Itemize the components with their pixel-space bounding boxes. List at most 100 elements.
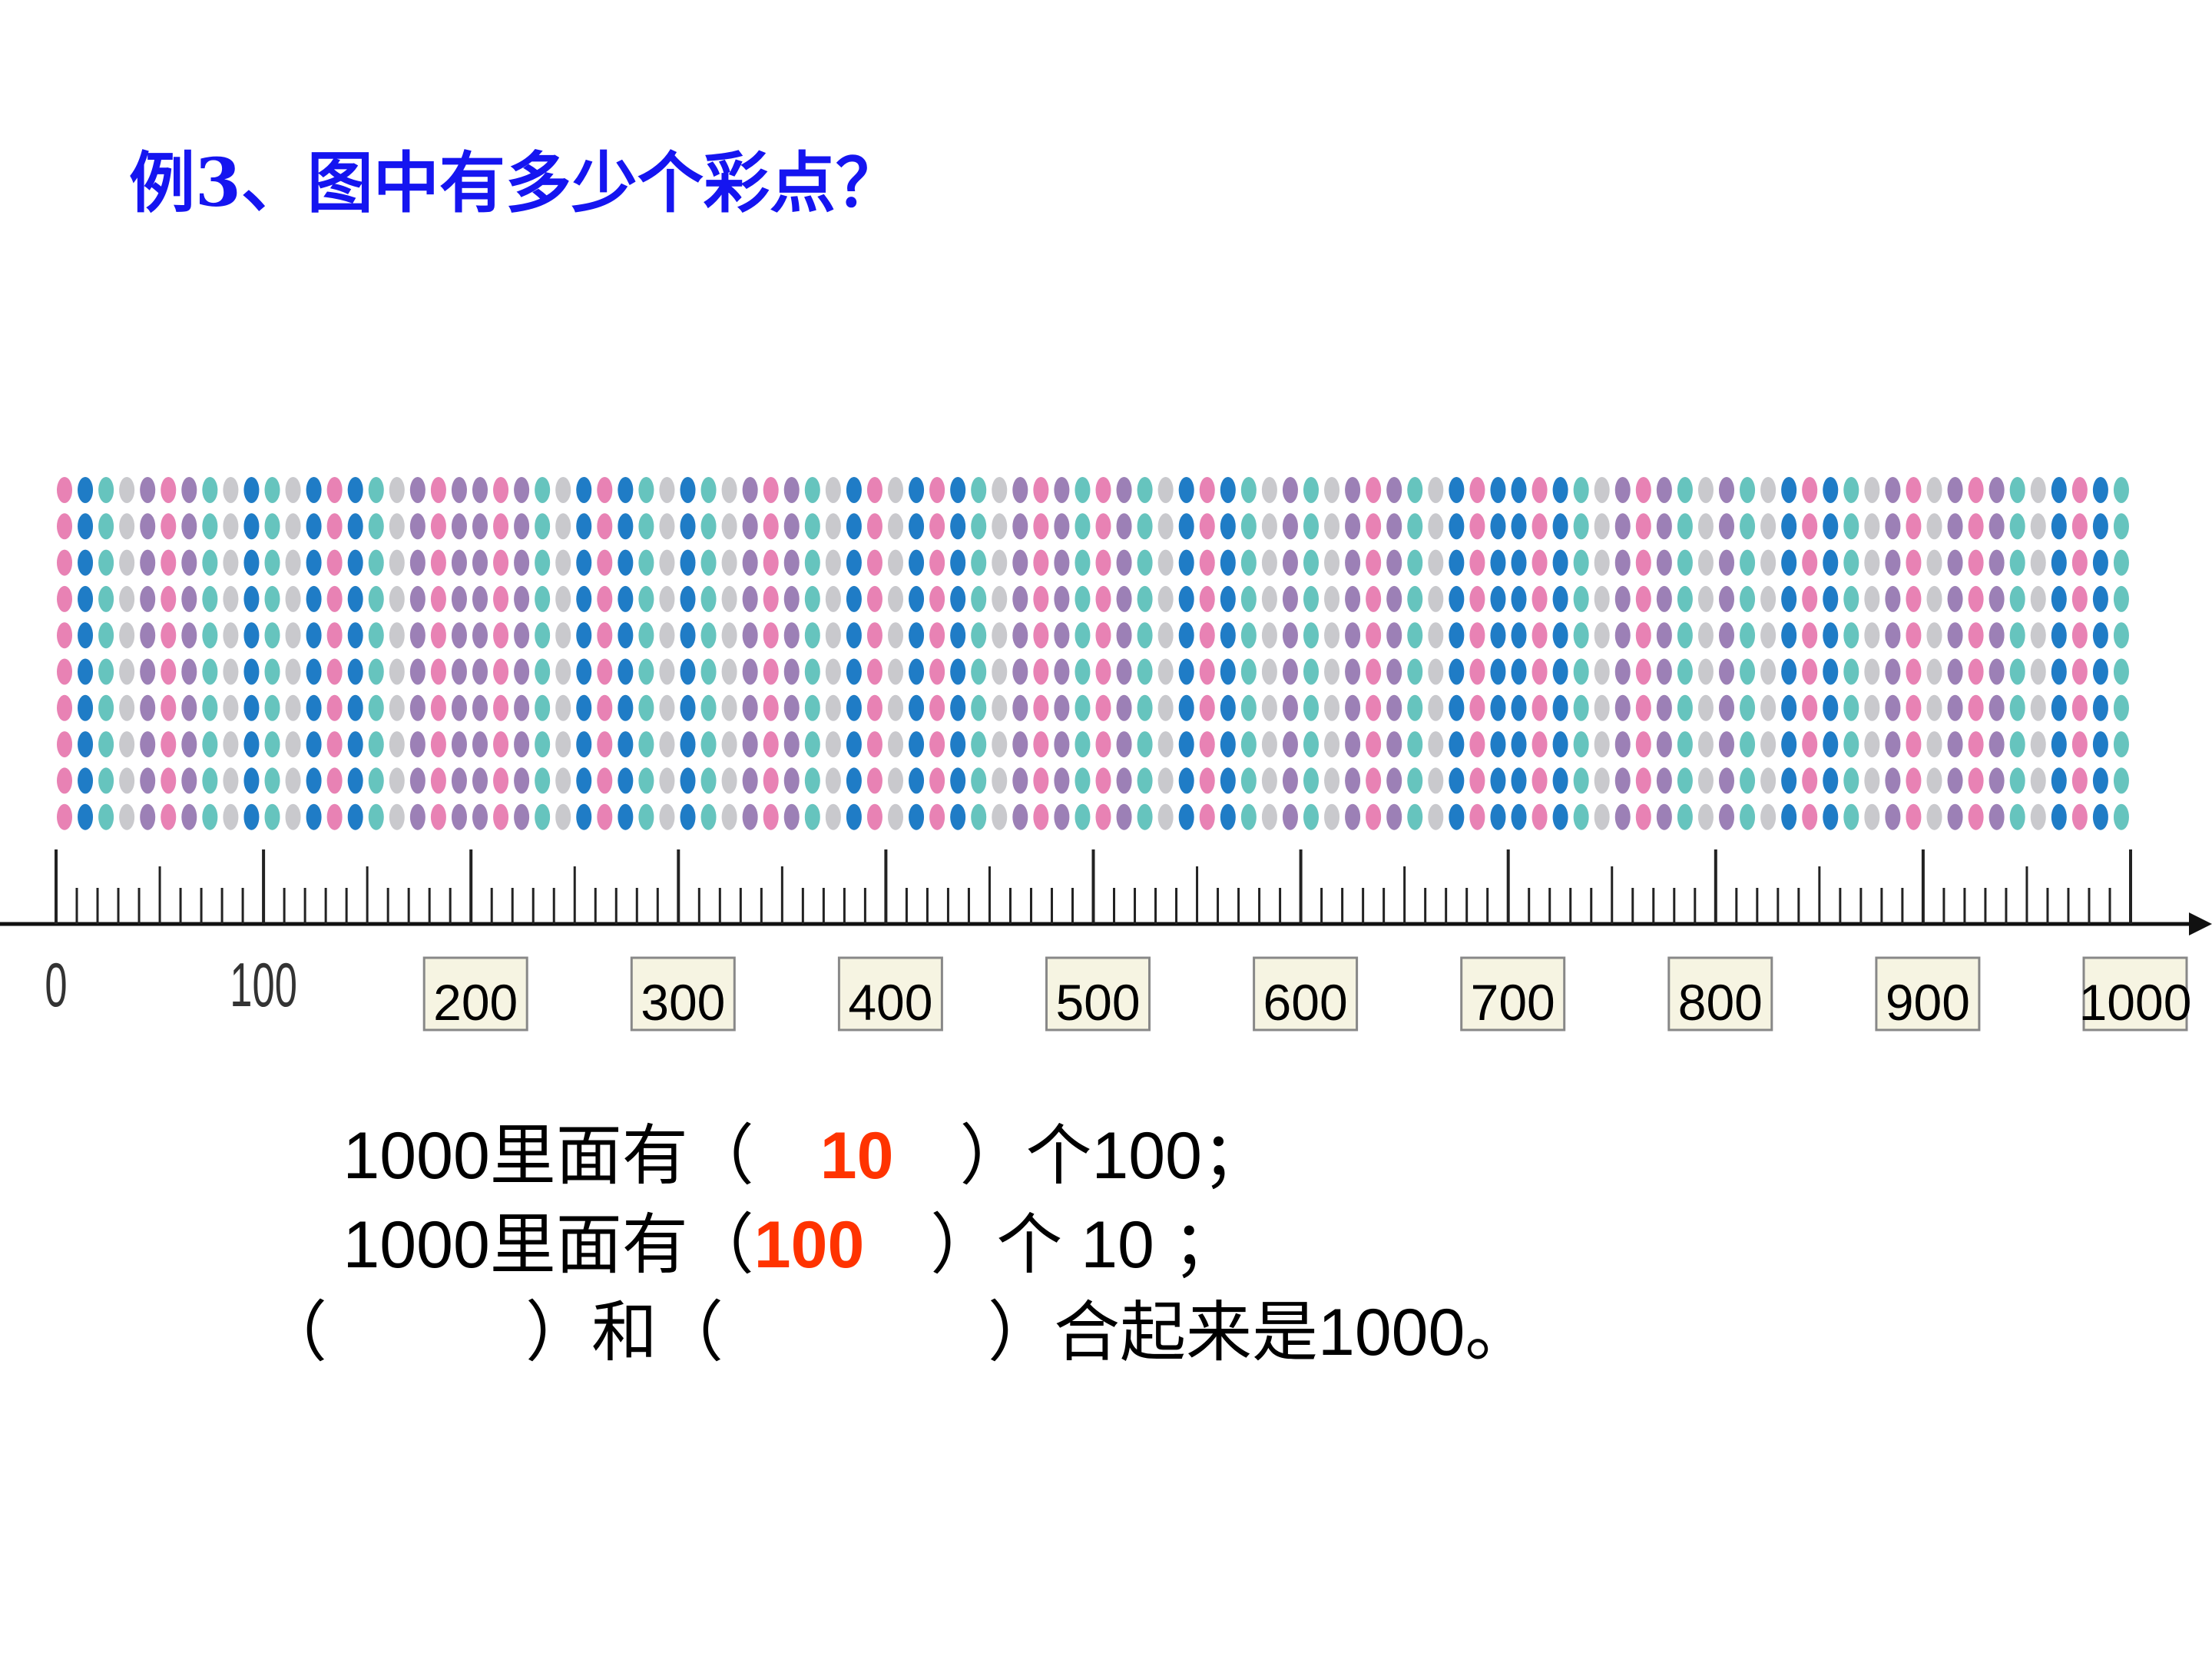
dot: [992, 694, 1008, 721]
dot: [389, 549, 405, 576]
dot: [1220, 513, 1236, 540]
dot: [1178, 767, 1194, 794]
dot: [783, 549, 800, 576]
dot: [1656, 513, 1672, 540]
dot: [1760, 767, 1777, 794]
dot: [285, 694, 301, 721]
dot: [430, 477, 446, 503]
dot: [1261, 585, 1277, 612]
dot: [909, 549, 925, 576]
dot: [1697, 549, 1714, 576]
dot: [576, 549, 592, 576]
dot: [1760, 477, 1777, 503]
dot: [1719, 658, 1734, 685]
dot: [1823, 477, 1839, 503]
dot: [1864, 585, 1880, 612]
dot: [223, 477, 239, 503]
dot: [1740, 803, 1756, 830]
dot: [264, 694, 280, 721]
dot: [1137, 803, 1153, 830]
dot: [514, 549, 530, 576]
dot: [1511, 731, 1527, 758]
dot: [888, 513, 903, 540]
dot: [472, 694, 488, 721]
dot: [680, 731, 696, 758]
dot: [909, 803, 925, 830]
dot: [825, 477, 841, 503]
dot: [1428, 477, 1444, 503]
dot: [1511, 477, 1527, 503]
label-box: [1460, 956, 1566, 1031]
dot: [1075, 767, 1091, 794]
dot: [1656, 585, 1672, 612]
dot: [680, 549, 696, 576]
dot: [971, 477, 987, 503]
dot: [2092, 658, 2108, 685]
dot: [347, 477, 363, 503]
dot: [971, 767, 987, 794]
dot: [161, 549, 177, 576]
dot: [451, 585, 467, 612]
dot: [888, 585, 903, 612]
dot: [1594, 731, 1610, 758]
dot: [2030, 585, 2046, 612]
dot: [1449, 585, 1465, 612]
dot: [1324, 767, 1340, 794]
dot: [98, 585, 114, 612]
dot: [888, 477, 903, 503]
dot: [1054, 731, 1070, 758]
dot: [306, 622, 322, 649]
dot: [888, 803, 903, 830]
label-box: [422, 956, 528, 1031]
dot: [1781, 513, 1797, 540]
dot: [950, 549, 966, 576]
dot: [1594, 803, 1610, 830]
dot: [866, 658, 882, 685]
dot: [1532, 731, 1548, 758]
axis-label: 100: [230, 951, 297, 1020]
dot: [1054, 585, 1070, 612]
dot: [1261, 477, 1277, 503]
dot: [1926, 513, 1942, 540]
dot: [1573, 694, 1589, 721]
dot: [264, 622, 280, 649]
dot: [2051, 694, 2067, 721]
dot: [1677, 731, 1693, 758]
dot: [202, 549, 218, 576]
dot: [929, 694, 945, 721]
dot: [78, 803, 94, 830]
dot: [223, 549, 239, 576]
dot: [202, 585, 218, 612]
dot: [2113, 549, 2129, 576]
dot: [763, 658, 779, 685]
dot: [929, 767, 945, 794]
dot: [1594, 658, 1610, 685]
dot: [1864, 803, 1880, 830]
dot: [1594, 477, 1610, 503]
dot: [1760, 513, 1777, 540]
dot: [1220, 585, 1236, 612]
dot: [1407, 513, 1423, 540]
dot: [618, 585, 634, 612]
dot: [2009, 477, 2025, 503]
dot: [2092, 549, 2108, 576]
dot: [1261, 767, 1277, 794]
dot: [763, 622, 779, 649]
dot: [1157, 767, 1174, 794]
dot: [1116, 513, 1132, 540]
dot: [514, 477, 530, 503]
dot: [1823, 585, 1839, 612]
dot: [1906, 803, 1922, 830]
dot: [1594, 622, 1610, 649]
dot: [306, 658, 322, 685]
dot: [1220, 622, 1236, 649]
dot: [243, 694, 260, 721]
dot: [1947, 622, 1963, 649]
dot: [1697, 767, 1714, 794]
dot: [1781, 767, 1797, 794]
dot: [1802, 513, 1818, 540]
dot: [1220, 549, 1236, 576]
dot: [1469, 477, 1485, 503]
dot: [1012, 658, 1028, 685]
dot: [1178, 731, 1194, 758]
